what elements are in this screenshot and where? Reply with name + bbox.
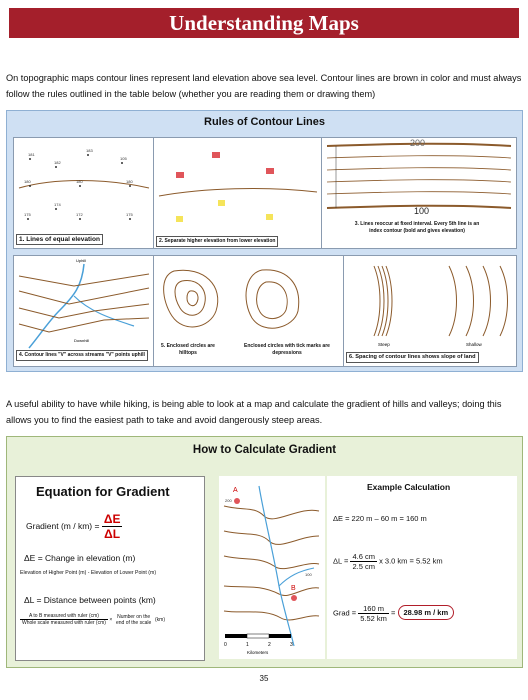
rule-panel-spacing: Steep Shallow 6. Spacing of contour line… [343, 255, 517, 367]
grad-den: 5.52 km [360, 614, 387, 623]
delta-l-rest: x 3.0 km = 5.52 km [379, 556, 443, 566]
rule1-caption: 1. Lines of equal elevation [16, 234, 103, 245]
change-label: ΔE = Change in elevation (m) [24, 553, 136, 563]
gradient-panel: How to Calculate Gradient Equation for G… [6, 436, 523, 668]
rule5-caption-hilltops: 5. Enclosed circles are hilltops [156, 342, 220, 358]
stream-v-diagram: Uphill Downhill [18, 258, 150, 349]
delta-l-calc: ΔL = 4.6 cm 2.5 cm x 3.0 km = 5.52 km [333, 552, 443, 571]
distance-label: ΔL = Distance between points (km) [24, 595, 156, 605]
elev-label: 180 [126, 179, 133, 184]
example-box: Example Calculation ΔE = 220 m – 60 m = … [327, 476, 517, 659]
rule3-caption: 3. Lines reoccur at fixed interval. Ever… [346, 220, 488, 236]
km-label: (km) [155, 616, 166, 623]
elev-label: 172 [76, 212, 83, 217]
rule2-caption: 2. Separate higher elevation from lower … [156, 236, 279, 247]
number-end-label: Number on the end of the scale [115, 613, 152, 626]
times-symbol: × [109, 616, 113, 623]
equation-box: Equation for Gradient Gradient (m / km) … [15, 476, 205, 661]
elev-label: 180 [76, 179, 83, 184]
page-banner: Understanding Maps [9, 8, 519, 38]
delta-l-den: 2.5 cm [352, 562, 375, 571]
shallow-label: Shallow [466, 342, 483, 347]
grad-prefix: Grad = [333, 608, 357, 618]
scale-tick: 2 [268, 642, 271, 648]
point-b-label: B [291, 585, 296, 592]
enclosed-circles-diagram [163, 269, 300, 329]
contour-rules-panel: Rules of Contour Lines 181 182 183 105 1… [6, 110, 523, 372]
rule4-caption: 4. Contour lines "V" across streams "V" … [16, 350, 148, 361]
distance-formula: A to B measured with ruler (cm) Whole sc… [20, 613, 165, 626]
downhill-label: Downhill [74, 338, 89, 343]
example-title: Example Calculation [367, 482, 451, 492]
elev-label: 182 [54, 160, 61, 165]
rule6-caption: 6. Spacing of contour lines shows slope … [346, 352, 479, 363]
gradient-map: A B 200 100 0 1 2 3 Kilometers [219, 476, 325, 659]
gradient-title: How to Calculate Gradient [192, 444, 337, 456]
rule-panel-stream-v: Uphill Downhill 4. Contour lines "V" acr… [13, 255, 155, 367]
delta-e: ΔE [101, 512, 123, 527]
elev-label: 180 [24, 179, 31, 184]
grad-equals: = [391, 608, 396, 618]
delta-l-prefix: ΔL = [333, 556, 349, 566]
rule-panel-enclosed-circles: 5. Enclosed circles are hilltops Enclose… [153, 255, 345, 367]
scale-unit: Kilometers [247, 650, 269, 655]
a-to-b-label: A to B measured with ruler (cm) [20, 613, 108, 620]
rule-panel-fixed-interval: 200 100 3. Lines reoccur at fixed interv… [321, 137, 517, 249]
delta-l: ΔL [104, 527, 121, 541]
page-number: 35 [259, 674, 269, 683]
contour-label: 200 [225, 498, 232, 503]
elev-label: 175 [126, 212, 133, 217]
rule5-caption-depressions: Enclosed circles with tick marks are dep… [240, 342, 334, 358]
delta-e-calc: ΔE = 220 m – 60 m = 160 m [333, 514, 427, 523]
change-sub: Elevation of Higher Point (m) - Elevatio… [20, 570, 157, 576]
rule-panel-equal-elevation: 181 182 183 105 180 180 180 174 175 172 … [13, 137, 155, 249]
delta-l-num: 4.6 cm [350, 552, 377, 562]
point-a-label: A [233, 487, 238, 494]
elev-label: 174 [54, 202, 61, 207]
elev-label: 181 [28, 152, 35, 157]
scale-tick: 1 [246, 642, 249, 648]
index-label-bottom: 100 [414, 206, 429, 216]
gradient-label: Gradient (m / km) = [26, 520, 100, 531]
fixed-interval-diagram: 200 100 [326, 138, 512, 216]
elev-label: 105 [120, 156, 127, 161]
elev-label: 183 [86, 148, 93, 153]
contour-label: 100 [305, 572, 312, 577]
scale-tick: 3 [290, 642, 293, 648]
scale-tick: 0 [224, 642, 227, 648]
gradient-map-diagram: A B 200 100 0 1 2 3 Kilometers [223, 485, 320, 655]
equal-elevation-diagram: 181 182 183 105 180 180 180 174 175 172 … [18, 148, 150, 220]
index-label-top: 200 [410, 138, 425, 148]
gradient-result: 28.98 m / km [397, 605, 455, 621]
intro-paragraph: On topographic maps contour lines repres… [6, 73, 522, 99]
rules-title: Rules of Contour Lines [204, 116, 325, 128]
uphill-label: Uphill [76, 258, 86, 263]
spacing-diagram: Steep Shallow [373, 265, 508, 347]
steep-label: Steep [378, 342, 390, 347]
hiking-paragraph: A useful ability to have while hiking, i… [6, 399, 502, 425]
equation-title: Equation for Gradient [36, 484, 170, 499]
rule-panel-separate-elevation: 2. Separate higher elevation from lower … [153, 137, 323, 249]
grad-num: 160 m [358, 604, 389, 614]
elev-label: 175 [24, 212, 31, 217]
whole-scale-label: Whole scale measured with ruler (cm) [22, 620, 106, 626]
gradient-formula: Gradient (m / km) = ΔE ΔL [26, 512, 123, 541]
grad-calc: Grad = 160 m 5.52 km = 28.98 m / km [333, 604, 455, 623]
separate-elevation-diagram [158, 152, 318, 222]
